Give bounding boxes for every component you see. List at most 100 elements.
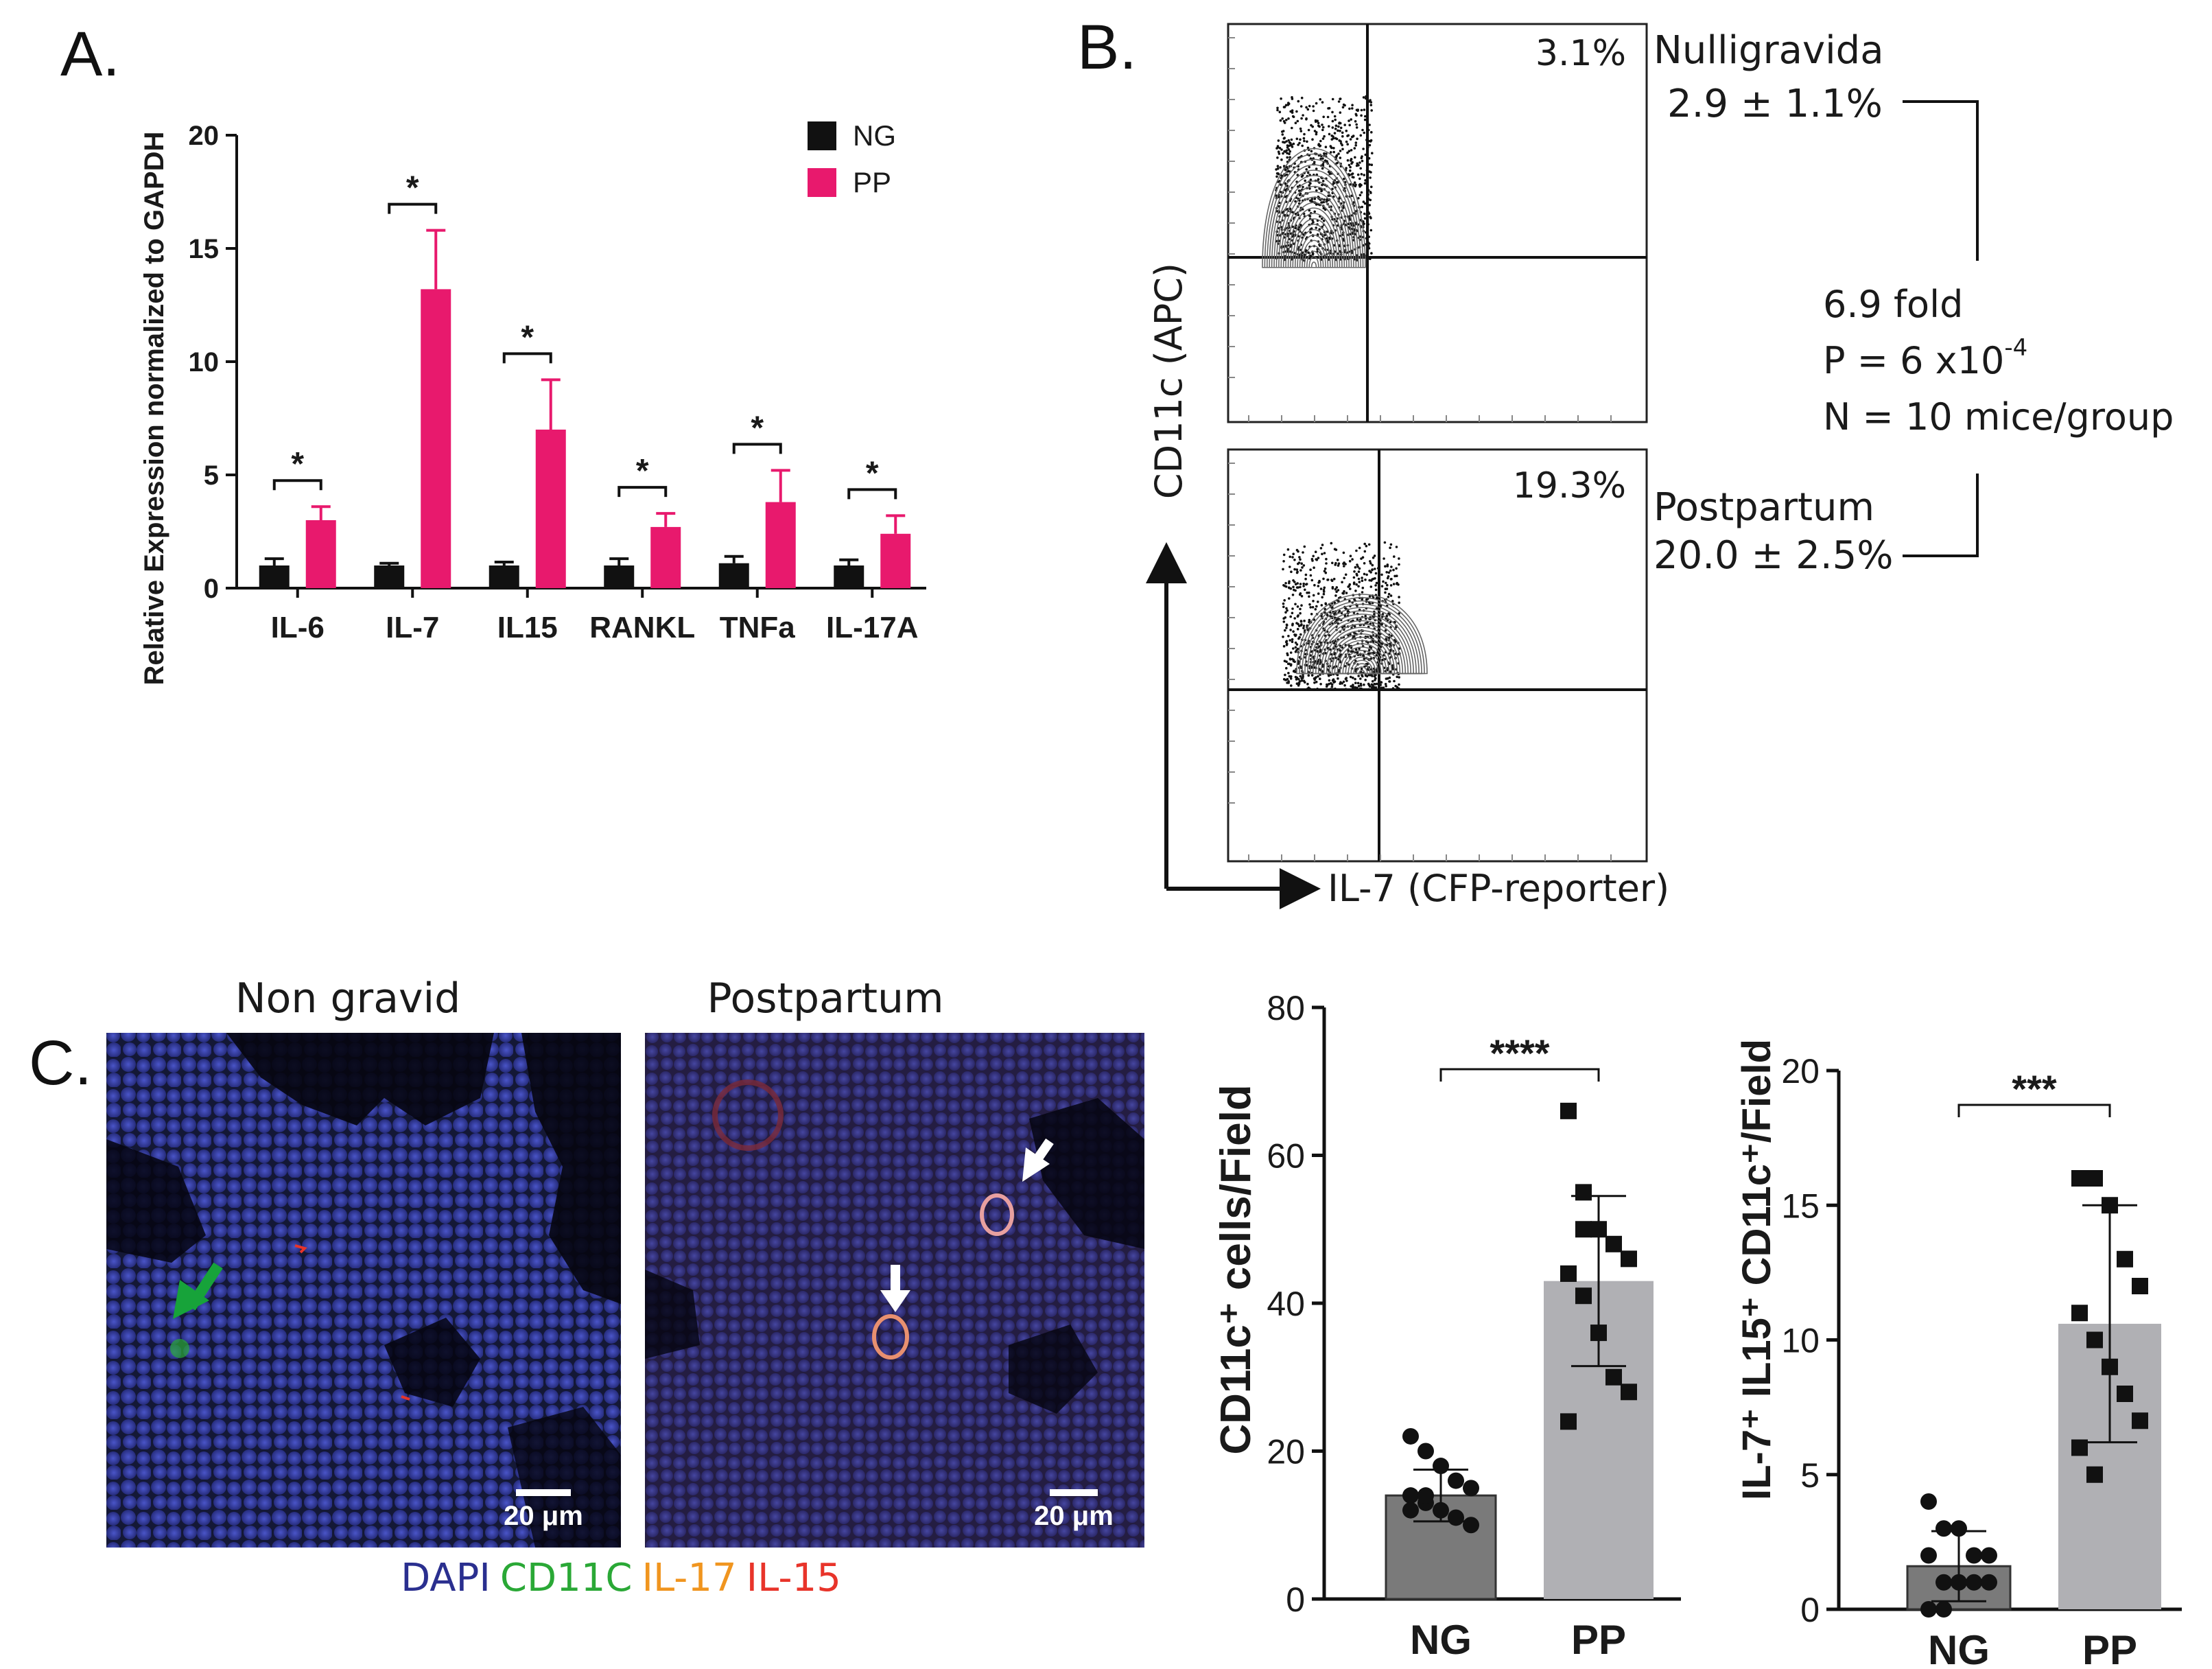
flow-event-dot [1362,200,1365,203]
flow-event-dot [1278,110,1282,113]
flow-event-dot [1318,668,1321,671]
flow-event-dot [1320,614,1323,618]
flow-event-dot [1350,173,1353,176]
flow-event-dot [1365,573,1368,576]
flow-event-dot [1334,587,1337,591]
flow-event-dot [1365,97,1367,100]
data-point-pp [1590,1221,1607,1238]
flow-event-dot [1373,682,1376,686]
panel-a-significance-star: * [751,410,764,446]
flow-event-dot [1398,596,1400,598]
flow-event-dot [1299,127,1302,130]
flow-event-dot [1297,100,1300,103]
flow-event-dot [1330,138,1334,141]
flow-event-dot [1369,104,1373,106]
flow-event-dot [1322,577,1325,581]
flow-event-dot [1358,194,1362,197]
flow-event-dot [1371,675,1374,677]
data-point-pp [1560,1265,1577,1282]
flow-event-dot [1284,629,1286,632]
flow-event-dot [1329,648,1332,651]
x-tick-label: PP [1571,1617,1626,1663]
flow-event-dot [1354,648,1358,651]
flow-event-dot [1306,108,1310,111]
panel-a-bar-chart: Relative Expression normalized to GAPDH … [139,119,926,685]
flow-event-dot [1314,608,1317,611]
fold-change-text: 6.9 fold [1823,283,1963,326]
flow-event-dot [1315,189,1318,192]
flow-event-dot [1330,579,1334,582]
flow-event-dot [1275,194,1278,197]
flow-event-dot [1323,586,1326,590]
data-point-ng [1463,1480,1479,1497]
flow-event-dot [1354,141,1358,144]
panel-a-bar-pp [650,526,681,588]
flow-event-dot [1346,143,1349,145]
flow-event-dot [1391,687,1395,690]
flow-event-dot [1294,646,1297,649]
flow-event-dot [1331,110,1334,114]
flow-event-dot [1349,165,1352,169]
flow-event-dot [1333,115,1337,118]
flow-event-dot [1388,680,1391,683]
flow-event-dot [1317,121,1320,125]
flow-event-dot [1367,146,1369,149]
flow-event-dot [1359,682,1363,686]
flow-event-dot [1320,604,1323,607]
flow-event-dot [1360,173,1363,176]
flow-event-dot [1337,129,1339,132]
flow-event-dot [1369,198,1372,202]
flow-event-dot [1287,586,1291,589]
flow-event-dot [1286,662,1290,666]
flow-event-dot [1343,124,1346,126]
flow-event-dot [1282,605,1285,609]
flow-contour-ring [1350,660,1374,675]
flow-event-dot [1286,214,1289,217]
data-point-ng [1920,1601,1937,1618]
flow-event-dot [1308,618,1311,622]
flow-event-dot [1299,611,1302,615]
flow-event-dot [1283,213,1286,217]
flow-event-dot [1396,583,1398,585]
flow-event-dot [1370,163,1374,166]
flow-event-dot [1343,684,1346,687]
il17-il15-positive-cell [980,1193,1014,1236]
flow-event-dot [1289,657,1292,660]
flow-event-dot [1342,680,1345,684]
flow-event-dot [1285,666,1288,670]
flow-event-dot [1306,146,1310,150]
flow-event-dot [1367,197,1370,200]
data-point-pp [1560,1102,1577,1119]
flow-event-dot [1345,129,1348,132]
flow-event-dot [1369,257,1372,261]
flow-event-dot [1355,108,1358,112]
flow-event-dot [1276,106,1279,110]
flow-event-dot [1283,141,1286,144]
panel-a-x-tick-label: IL-7 [386,611,439,644]
flow-event-dot [1396,686,1399,688]
flow-event-dot [1321,137,1325,140]
flow-event-dot [1354,677,1356,681]
flow-event-dot [1315,131,1318,134]
flow-event-dot [1302,233,1305,236]
flow-event-dot [1318,228,1321,231]
flow-event-dot [1323,208,1327,211]
legend-label-pp: PP [853,166,891,198]
flow-event-dot [1295,643,1299,646]
y-tick-label: 20 [1781,1052,1820,1090]
flow-event-dot [1357,684,1361,688]
flow-event-dot [1355,549,1358,552]
flow-event-dot [1310,557,1314,561]
flow-event-dot [1321,124,1323,126]
flow-event-dot [1342,592,1345,595]
flow-event-dot [1395,567,1398,570]
flow-event-dot [1324,602,1327,605]
flow-event-dot [1359,134,1363,137]
flow-event-dot [1303,545,1306,548]
flow-event-dot [1302,551,1304,554]
flow-contour-ring [1280,191,1348,268]
flow-event-dot [1363,212,1366,215]
panel-a-x-tick-label: IL15 [497,611,558,644]
panel-a-significance-star: * [521,319,534,355]
flow-event-dot [1371,152,1374,154]
